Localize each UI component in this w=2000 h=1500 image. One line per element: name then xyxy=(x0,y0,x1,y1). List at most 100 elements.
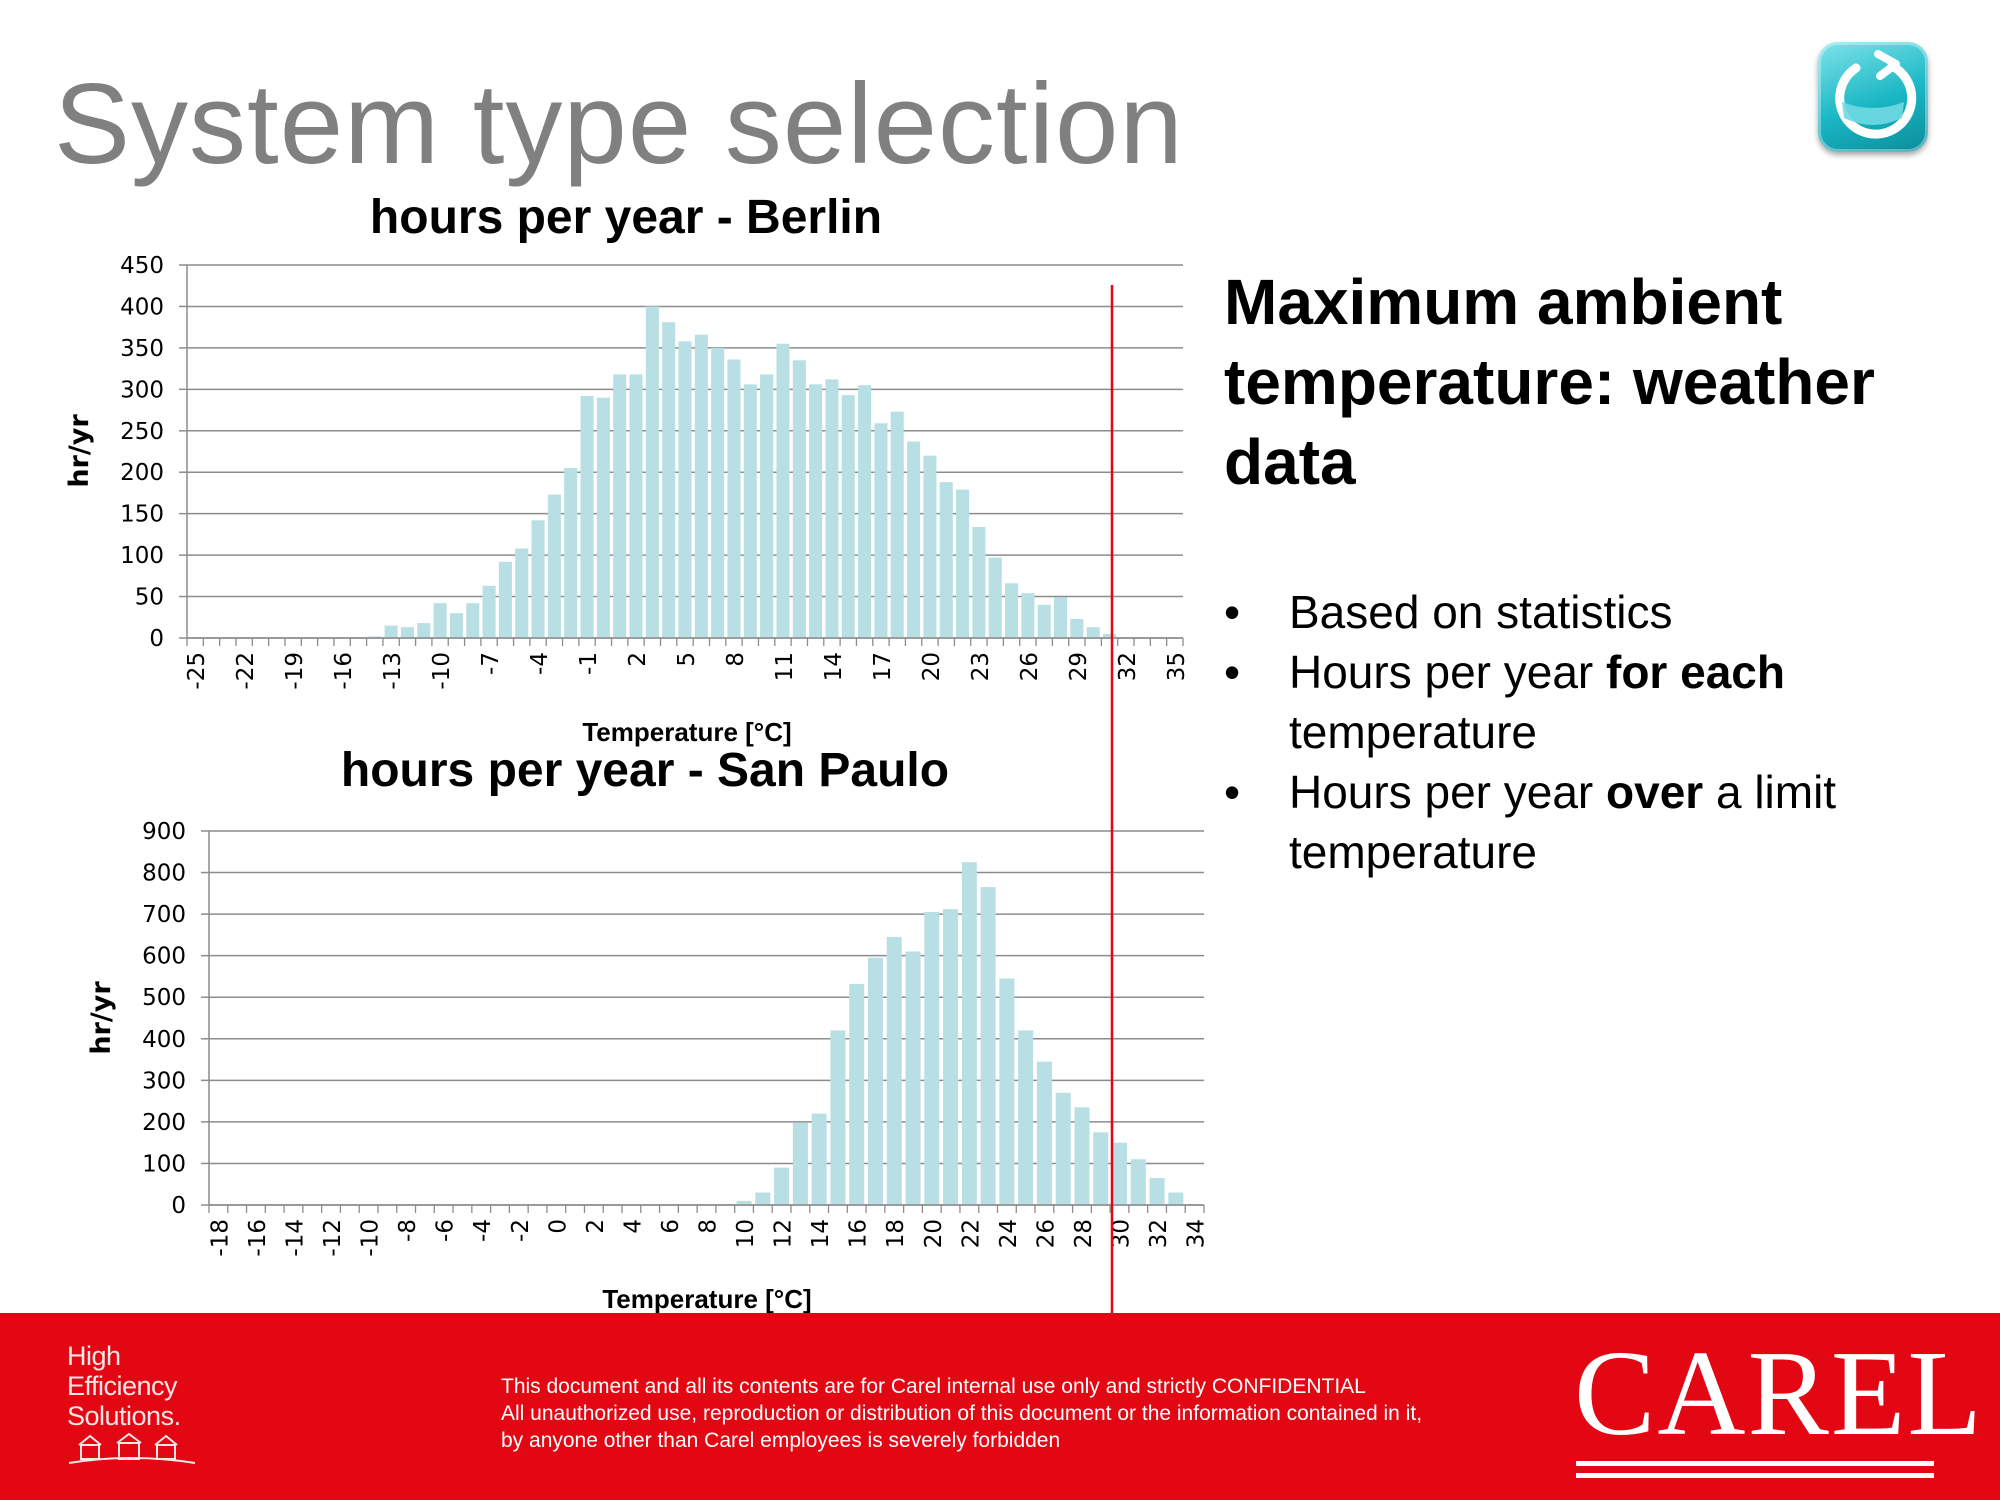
bar xyxy=(580,395,594,638)
chart-berlin: hours per year - Berlin 0 50 100 150 200 250 30… xyxy=(64,191,1190,747)
bar xyxy=(596,397,610,638)
bar xyxy=(1093,1132,1109,1205)
slide-title: System type selection xyxy=(54,61,1184,188)
bar xyxy=(841,395,855,638)
x-tick-label: -6 xyxy=(433,1219,459,1242)
brand-logo: CAREL xyxy=(1574,1326,1984,1483)
bullet-item: • Hours per year for each temperature xyxy=(1224,642,1964,762)
bar xyxy=(400,627,414,638)
return-button[interactable] xyxy=(1818,42,1928,152)
bar xyxy=(515,548,529,638)
bullet-text: Based on statistics xyxy=(1289,586,1673,638)
x-tick-label: -8 xyxy=(395,1219,421,1242)
bullet-text: temperature xyxy=(1289,706,1538,758)
x-tick-label: -19 xyxy=(282,652,308,690)
bar xyxy=(1054,597,1068,638)
bar xyxy=(1074,1107,1090,1205)
bar xyxy=(923,455,937,638)
y-tick-label: 300 xyxy=(120,377,164,403)
y-tick-label: 200 xyxy=(120,460,164,486)
x-tick-label: 23 xyxy=(968,652,994,681)
y-axis-label: hr/yr xyxy=(86,981,117,1055)
bullet-text: Hours per year xyxy=(1289,766,1607,818)
bar xyxy=(417,623,431,638)
x-tick-label: 32 xyxy=(1146,1219,1172,1248)
chart-sanpaulo: hours per year - San Paulo01002003004005… xyxy=(86,744,1210,1313)
bar xyxy=(466,603,480,638)
bullet-dot-icon: • xyxy=(1224,646,1241,698)
bar xyxy=(1112,1142,1128,1205)
bar xyxy=(368,636,382,638)
x-tick-label: -10 xyxy=(358,1219,384,1257)
bar xyxy=(980,887,996,1205)
bar xyxy=(482,585,496,638)
y-tick-label: 350 xyxy=(120,336,164,362)
x-tick-label: 26 xyxy=(1033,1219,1059,1248)
bar xyxy=(1168,1192,1184,1205)
bar xyxy=(849,983,865,1205)
bar xyxy=(564,468,578,638)
bar xyxy=(736,1200,752,1205)
bar xyxy=(905,951,921,1205)
y-tick-label: 500 xyxy=(142,985,186,1011)
y-tick-label: 800 xyxy=(142,861,186,887)
bar xyxy=(988,557,1002,638)
x-tick-label: -12 xyxy=(320,1219,346,1257)
x-tick-label: 32 xyxy=(1115,652,1141,681)
x-tick-label: 14 xyxy=(821,652,847,681)
charts-area: hours per year - Berlin05010015020025030… xyxy=(64,191,1210,1313)
bar xyxy=(449,613,463,638)
bullet-text: a limit temperature xyxy=(1289,766,1837,878)
x-tick-label: 18 xyxy=(883,1219,909,1248)
x-tick-label: 11 xyxy=(772,652,798,681)
bullet-item: • Hours per year over a limit temperature xyxy=(1224,762,1964,882)
bar xyxy=(886,936,902,1205)
bar xyxy=(755,1192,771,1205)
x-tick-label: 6 xyxy=(658,1219,684,1234)
x-tick-label: 34 xyxy=(1184,1219,1210,1248)
y-tick-label: 150 xyxy=(120,502,164,528)
x-axis-label: Temperature [°C] xyxy=(582,717,791,747)
y-tick-label: 50 xyxy=(135,585,164,611)
x-tick-label: -16 xyxy=(245,1219,271,1257)
x-tick-label: 10 xyxy=(733,1219,759,1248)
bar xyxy=(825,379,839,638)
bar xyxy=(943,909,959,1205)
y-tick-label: 100 xyxy=(120,543,164,569)
x-tick-label: -2 xyxy=(508,1219,534,1242)
bar xyxy=(1086,627,1100,638)
x-tick-label: 8 xyxy=(696,1219,722,1234)
bar xyxy=(1070,618,1084,638)
bar xyxy=(694,334,708,638)
bullet-item: • Based on statistics xyxy=(1224,582,1964,642)
x-tick-label: -22 xyxy=(233,652,259,690)
x-tick-label: -16 xyxy=(331,652,357,690)
y-axis-label: hr/yr xyxy=(64,414,95,488)
x-tick-label: -10 xyxy=(429,652,455,690)
bullet-list: • Based on statistics • Hours per year for … xyxy=(1224,582,1964,882)
tagline-line: Efficiency xyxy=(67,1371,178,1401)
y-tick-label: 300 xyxy=(142,1068,186,1094)
bar xyxy=(774,1167,790,1205)
bar xyxy=(830,1030,846,1205)
bar xyxy=(760,374,774,638)
disclaimer: This document and all its contents are f… xyxy=(501,1373,1422,1454)
bar xyxy=(613,374,627,638)
disclaimer-line: This document and all its contents are f… xyxy=(501,1375,1366,1398)
bar xyxy=(743,384,757,638)
x-tick-label: 29 xyxy=(1066,652,1092,681)
y-tick-label: 400 xyxy=(120,294,164,320)
bar xyxy=(1037,604,1051,638)
bar xyxy=(433,603,447,638)
chart-title: hours per year - San Paulo xyxy=(341,744,949,797)
brand-name: CAREL xyxy=(1574,1326,1984,1461)
y-tick-label: 900 xyxy=(142,819,186,845)
bar xyxy=(1149,1177,1165,1205)
bar xyxy=(727,359,741,638)
x-tick-label: 22 xyxy=(958,1219,984,1248)
bullet-text: Hours per year xyxy=(1289,646,1607,698)
return-arrow-icon xyxy=(1835,50,1917,139)
y-tick-label: 700 xyxy=(142,902,186,928)
x-tick-label: -25 xyxy=(184,652,210,690)
bar xyxy=(811,1113,827,1205)
